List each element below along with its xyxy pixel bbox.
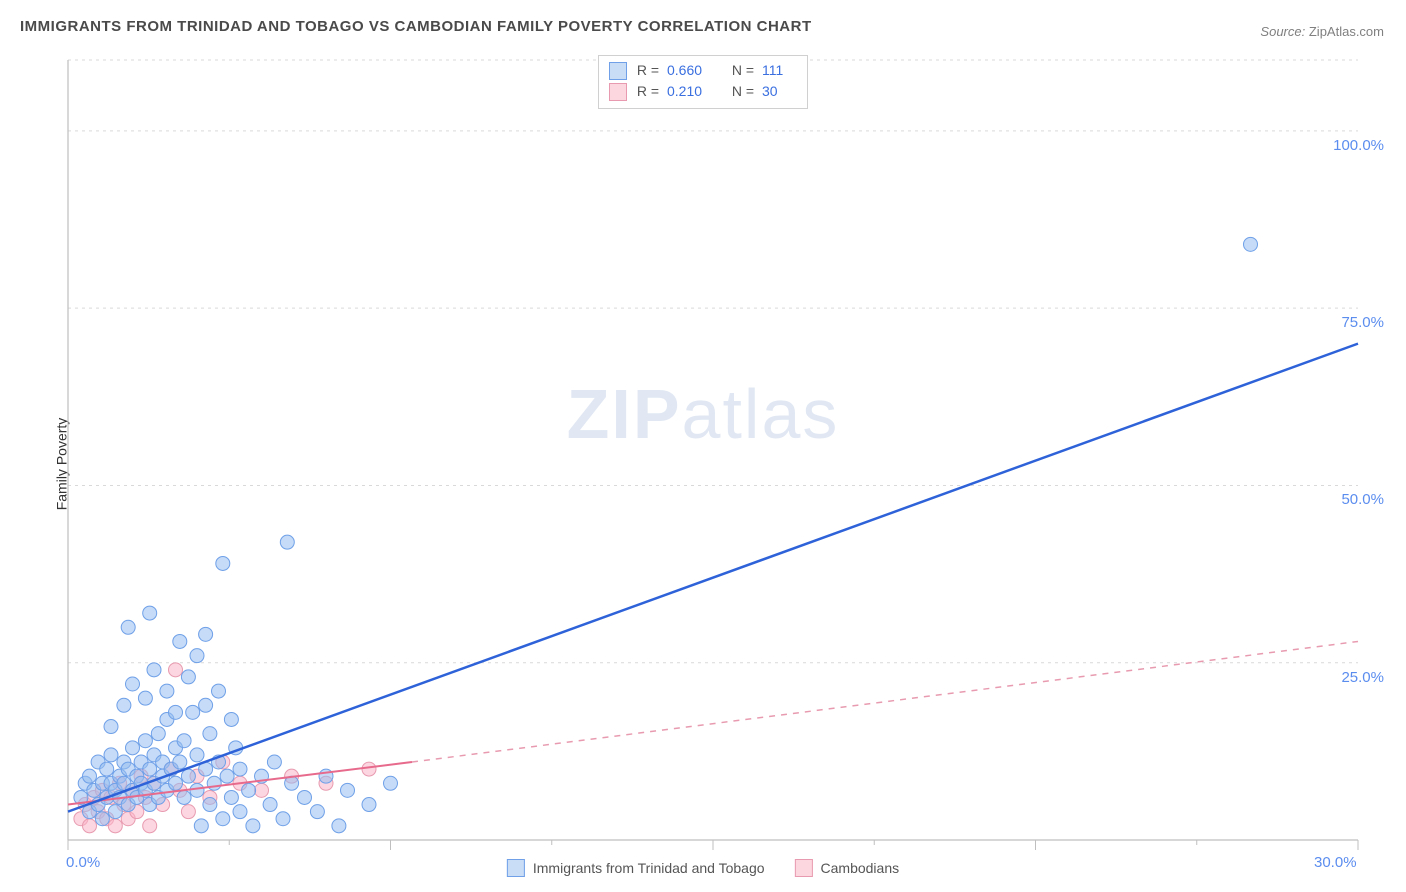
swatch-icon	[609, 62, 627, 80]
r-value: 0.660	[667, 60, 722, 81]
legend-label: Immigrants from Trinidad and Tobago	[533, 860, 765, 876]
y-tick-label: 50.0%	[1341, 491, 1384, 508]
legend-label: Cambodians	[821, 860, 900, 876]
source-label: Source:	[1260, 24, 1305, 39]
y-tick-label: 25.0%	[1341, 669, 1384, 686]
y-tick-label: 75.0%	[1341, 314, 1384, 331]
chart-title: IMMIGRANTS FROM TRINIDAD AND TOBAGO VS C…	[20, 18, 812, 35]
y-tick-label: 100.0%	[1333, 137, 1384, 154]
legend-item: Immigrants from Trinidad and Tobago	[507, 859, 765, 877]
n-label: N =	[730, 60, 754, 81]
bottom-legend: Immigrants from Trinidad and Tobago Camb…	[507, 859, 899, 877]
swatch-icon	[609, 83, 627, 101]
stats-row: R = 0.660 N = 111	[609, 60, 797, 81]
chart-area: Family Poverty ZIPatlas R = 0.660 N = 11…	[20, 50, 1386, 877]
stats-legend-box: R = 0.660 N = 111 R = 0.210 N = 30	[598, 55, 808, 109]
legend-item: Cambodians	[795, 859, 900, 877]
r-label: R =	[635, 60, 659, 81]
source-value: ZipAtlas.com	[1309, 24, 1384, 39]
n-value: 111	[762, 60, 797, 81]
swatch-icon	[507, 859, 525, 877]
scatter-plot	[20, 50, 1378, 880]
x-tick-max: 30.0%	[1314, 854, 1357, 871]
r-value: 0.210	[667, 81, 722, 102]
x-tick-min: 0.0%	[66, 854, 100, 871]
swatch-icon	[795, 859, 813, 877]
r-label: R =	[635, 81, 659, 102]
source-attribution: Source: ZipAtlas.com	[1260, 24, 1384, 39]
stats-row: R = 0.210 N = 30	[609, 81, 797, 102]
n-value: 30	[762, 81, 797, 102]
n-label: N =	[730, 81, 754, 102]
